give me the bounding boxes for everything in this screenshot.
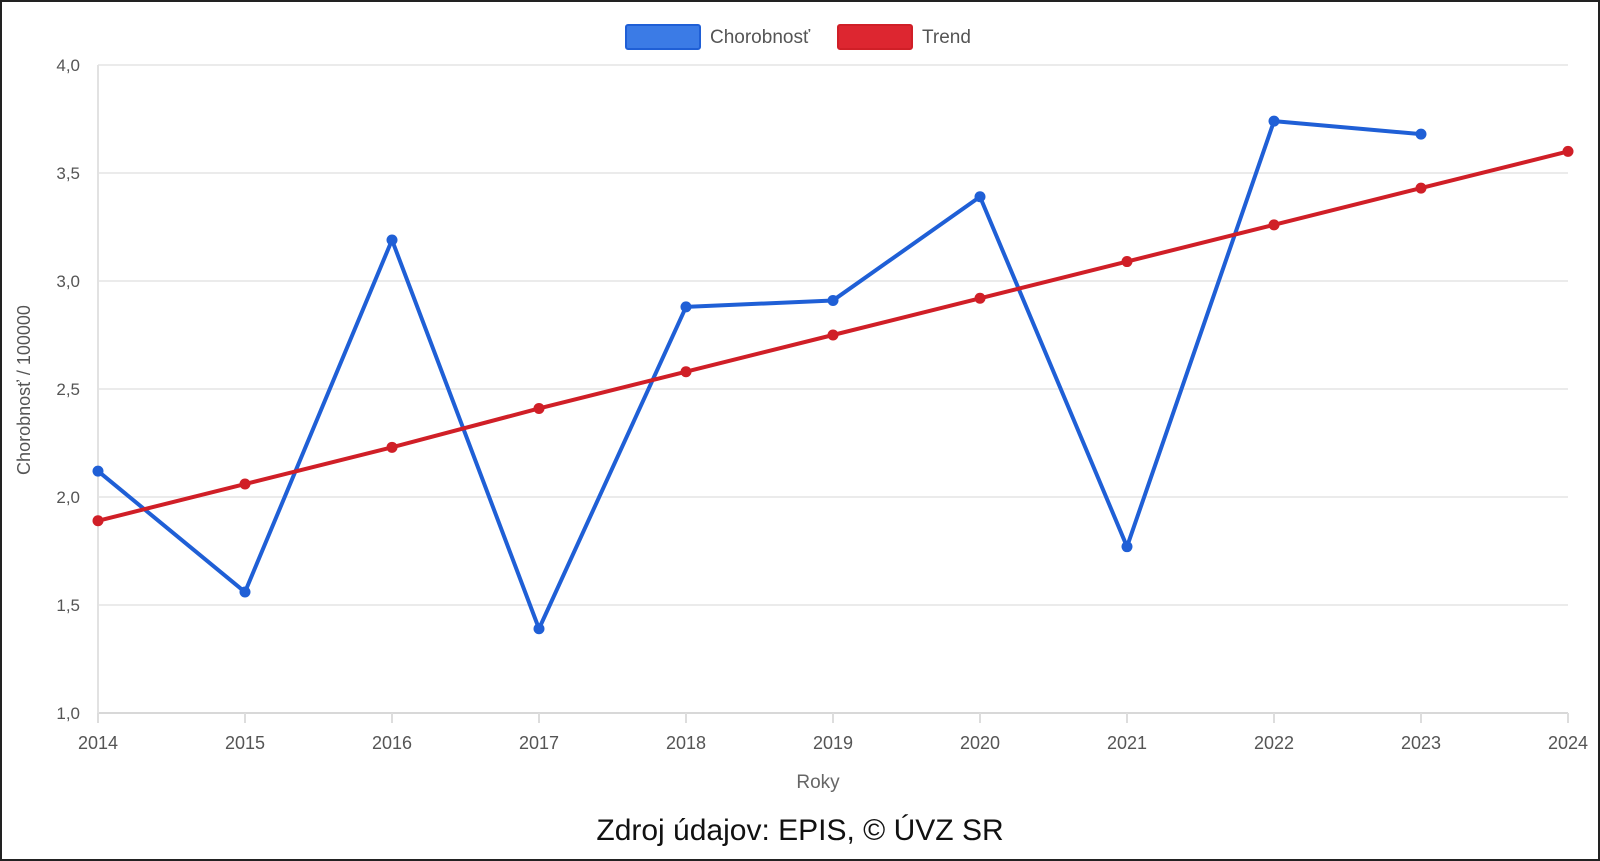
data-point xyxy=(680,366,692,378)
x-tick-label: 2016 xyxy=(372,733,412,753)
data-point xyxy=(92,515,104,527)
x-axis-title: Roky xyxy=(796,772,840,793)
y-tick-label: 2,5 xyxy=(56,380,80,399)
x-tick-label: 2017 xyxy=(519,733,559,753)
x-tick-label: 2020 xyxy=(960,733,1000,753)
legend-label: Chorobnosť xyxy=(710,27,811,48)
legend-swatch xyxy=(625,24,701,50)
x-tick-label: 2015 xyxy=(225,733,265,753)
y-tick-label: 1,0 xyxy=(56,704,80,723)
data-point xyxy=(827,294,839,306)
x-tick-label: 2019 xyxy=(813,733,853,753)
source-caption: Zdroj údajov: EPIS, © ÚVZ SR xyxy=(596,814,1004,847)
legend-swatch xyxy=(837,24,913,50)
x-tick-label: 2022 xyxy=(1254,733,1294,753)
x-tick-label: 2014 xyxy=(78,733,118,753)
data-point xyxy=(386,441,398,453)
y-axis-title: Chorobnosť / 100000 xyxy=(14,305,34,475)
data-point xyxy=(1121,256,1133,268)
x-tick-label: 2018 xyxy=(666,733,706,753)
data-point xyxy=(533,402,545,414)
data-point xyxy=(239,478,251,490)
y-tick-label: 3,0 xyxy=(56,272,80,291)
data-point xyxy=(92,465,104,477)
data-point xyxy=(1415,128,1427,140)
x-tick-label: 2024 xyxy=(1548,733,1588,753)
data-point xyxy=(974,292,986,304)
y-tick-label: 2,0 xyxy=(56,488,80,507)
data-point xyxy=(533,623,545,635)
data-point xyxy=(386,234,398,246)
x-tick-label: 2023 xyxy=(1401,733,1441,753)
data-point xyxy=(1268,115,1280,127)
data-point xyxy=(974,191,986,203)
x-tick-label: 2021 xyxy=(1107,733,1147,753)
data-point xyxy=(1562,145,1574,157)
data-point xyxy=(1415,182,1427,194)
data-point xyxy=(1121,541,1133,553)
data-point xyxy=(827,329,839,341)
series-line-chorobnosť xyxy=(96,119,1423,631)
legend-label: Trend xyxy=(922,27,971,48)
data-point xyxy=(680,301,692,313)
data-point xyxy=(1268,219,1280,231)
data-point xyxy=(239,586,251,598)
y-tick-label: 4,0 xyxy=(56,56,80,75)
y-tick-label: 3,5 xyxy=(56,164,80,183)
y-tick-label: 1,5 xyxy=(56,596,80,615)
